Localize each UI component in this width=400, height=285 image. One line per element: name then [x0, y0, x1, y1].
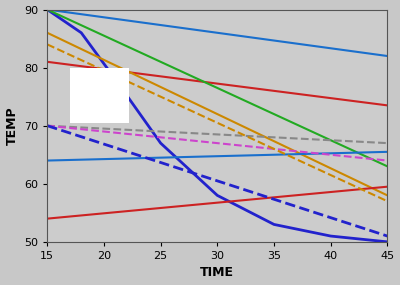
Y-axis label: TEMP: TEMP: [6, 106, 18, 145]
FancyBboxPatch shape: [70, 68, 129, 123]
X-axis label: TIME: TIME: [200, 266, 234, 280]
